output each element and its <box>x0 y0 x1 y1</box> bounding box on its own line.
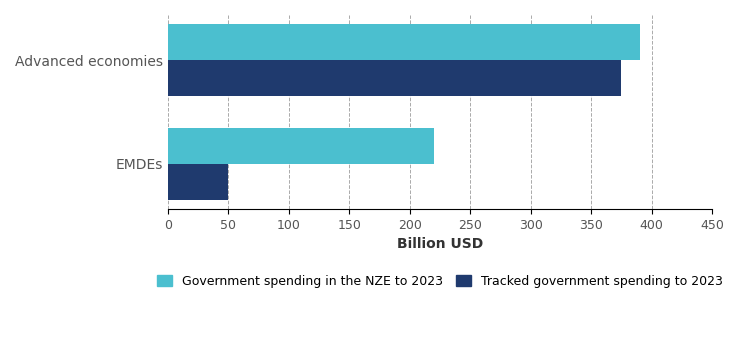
Bar <box>168 24 639 60</box>
Legend: Government spending in the NZE to 2023, Tracked government spending to 2023: Government spending in the NZE to 2023, … <box>152 270 728 293</box>
X-axis label: Billion USD: Billion USD <box>397 237 483 252</box>
Bar <box>168 128 434 164</box>
Bar <box>168 60 621 97</box>
Bar <box>168 164 228 200</box>
